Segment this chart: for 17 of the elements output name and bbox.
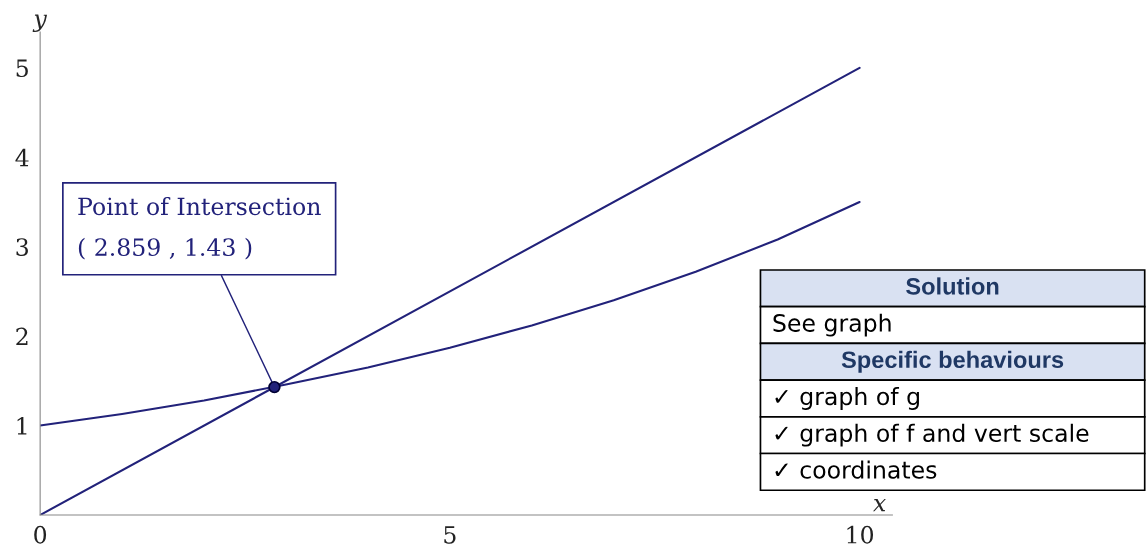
annotation: Point of Intersection ( 2.859 , 1.43 ) — [78, 196, 321, 260]
x-tick-label: 5 — [444, 526, 456, 544]
x-tick-label: 0 — [34, 525, 47, 544]
annotation: ✓ graph of f and vert scale — [775, 423, 1089, 447]
annotation: See graph — [773, 313, 891, 337]
annotation: ✓ graph of g — [775, 387, 919, 410]
annotation: Specific behaviours — [841, 350, 1064, 373]
annotation: ✓ coordinates — [775, 460, 937, 479]
y-axis-title: y — [32, 14, 48, 33]
x-axis-title: x — [873, 498, 886, 512]
text: Solution — [906, 277, 999, 295]
y-tick-label: 1 — [17, 417, 27, 435]
y-tick-label: 5 — [16, 59, 28, 78]
x-tick-label: 10 — [847, 525, 874, 544]
y-tick-label: 2 — [16, 327, 28, 346]
y-tick-label: 3 — [16, 238, 28, 256]
y-tick-label: 4 — [15, 148, 29, 167]
